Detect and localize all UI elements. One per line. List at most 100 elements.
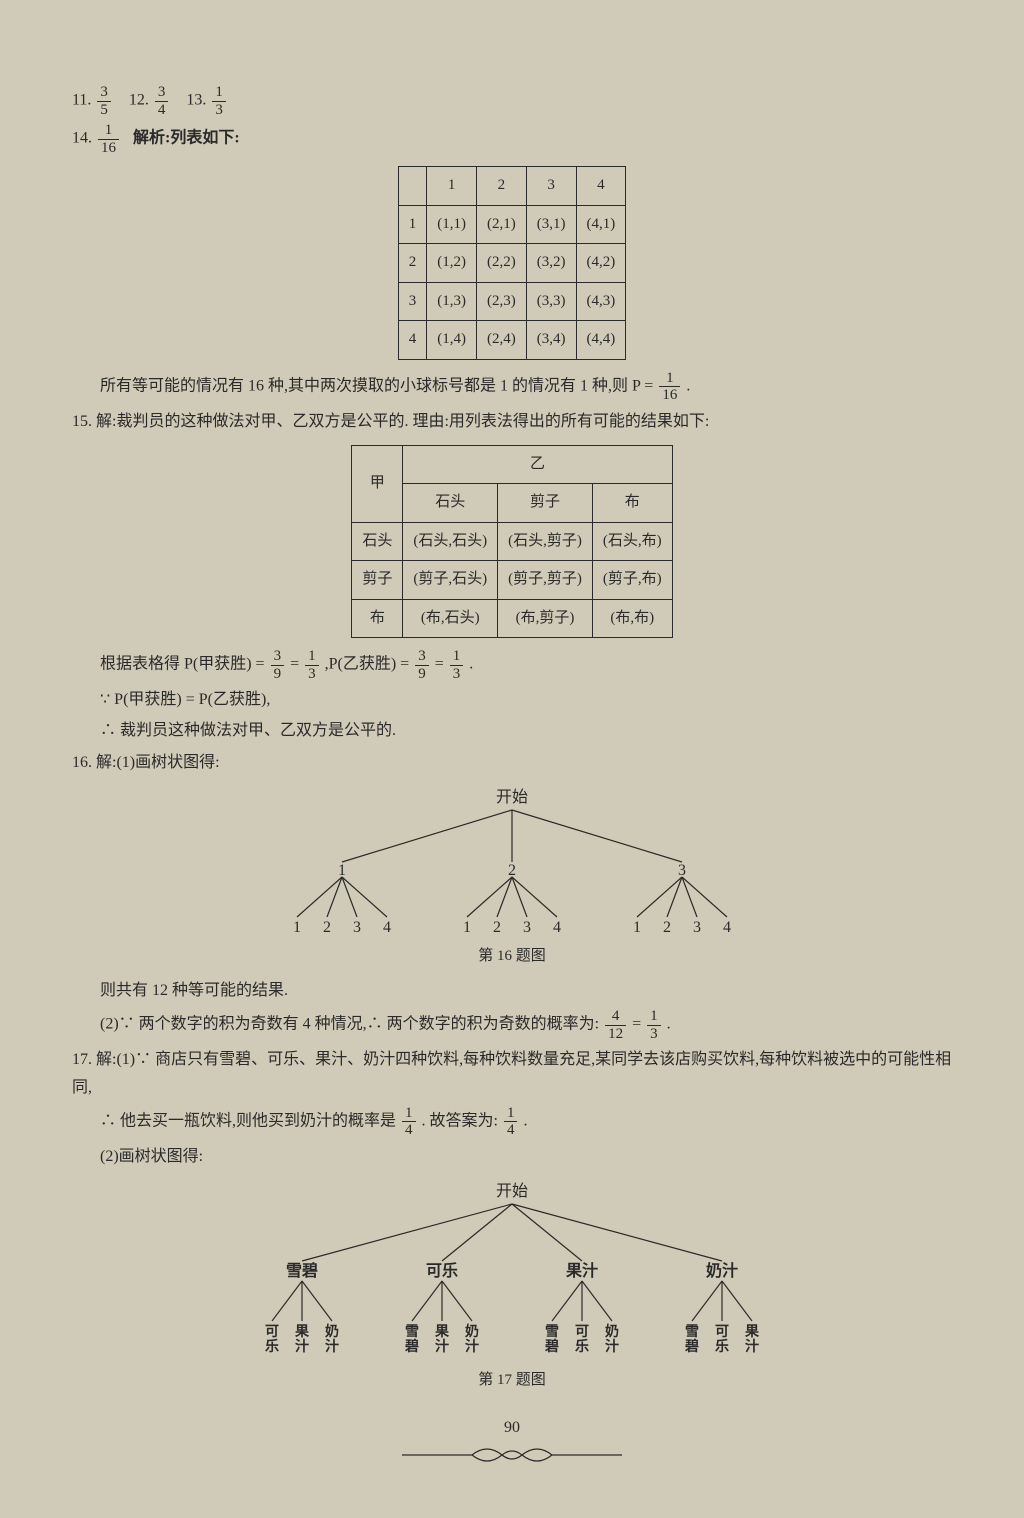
page-number: 90 bbox=[72, 1414, 952, 1441]
table-cell: (剪子,石头) bbox=[403, 561, 498, 600]
frac: 14 bbox=[504, 1105, 518, 1139]
q14-h0 bbox=[398, 167, 427, 206]
table-cell: (1,2) bbox=[427, 244, 477, 283]
q16-num: 16. bbox=[72, 754, 92, 771]
table-cell: 剪子 bbox=[352, 561, 403, 600]
tree-mid: 1 bbox=[338, 862, 346, 879]
tree-leaf: 2 bbox=[493, 919, 501, 936]
eq: = bbox=[632, 1016, 645, 1033]
q16-line1: 则共有 12 种等可能的结果. bbox=[100, 977, 952, 1004]
page-ornament bbox=[72, 1441, 952, 1478]
table-cell: (3,4) bbox=[526, 321, 576, 360]
table-cell: (3,1) bbox=[526, 205, 576, 244]
frac: 13 bbox=[647, 1008, 661, 1042]
tree-mid: 奶汁 bbox=[706, 1261, 738, 1280]
dot: . bbox=[667, 1016, 671, 1033]
q17-lead2: ∴ 他去买一瓶饮料,则他买到奶汁的概率是 14 . 故答案为: 14 . bbox=[100, 1105, 952, 1139]
table-cell: (4,3) bbox=[576, 282, 626, 321]
q11-13-line: 11. 35 12. 34 13. 13 bbox=[72, 84, 952, 118]
tree-leaf: 1 bbox=[293, 919, 301, 936]
tree-mid: 果汁 bbox=[565, 1261, 598, 1280]
q16-lead-text: 解:(1)画树状图得: bbox=[96, 754, 220, 771]
tree-leaf: 汁 bbox=[605, 1338, 619, 1355]
table-cell: (1,4) bbox=[427, 321, 477, 360]
q16-line2: (2)∵ 两个数字的积为奇数有 4 种情况,∴ 两个数字的积为奇数的概率为: 4… bbox=[100, 1008, 952, 1042]
table-cell: (石头,石头) bbox=[403, 522, 498, 561]
tree-leaf: 4 bbox=[383, 919, 391, 936]
page: 11. 35 12. 34 13. 13 14. 116 解析:列表如下: 1 … bbox=[32, 0, 992, 1518]
tree-leaf: 2 bbox=[663, 919, 671, 936]
frac: 14 bbox=[402, 1105, 416, 1139]
table-cell: (布,石头) bbox=[403, 599, 498, 638]
q12-frac: 34 bbox=[155, 84, 169, 118]
table-cell: (石头,剪子) bbox=[498, 522, 593, 561]
tree-leaf: 雪 bbox=[685, 1323, 699, 1340]
q14-note: 所有等可能的情况有 16 种,其中两次摸取的小球标号都是 1 的情况有 1 种,… bbox=[100, 370, 952, 404]
tree-leaf: 奶 bbox=[465, 1323, 479, 1340]
table-cell: (布,剪子) bbox=[498, 599, 593, 638]
tree-leaf: 3 bbox=[353, 919, 361, 936]
tree-leaf: 果 bbox=[434, 1324, 450, 1340]
q15-line2-text: 根据表格得 P(甲获胜) = bbox=[100, 656, 269, 673]
tree-leaf: 碧 bbox=[404, 1338, 419, 1355]
table-cell: (1,1) bbox=[427, 205, 477, 244]
q14-table: 1 2 3 4 1(1,1)(2,1)(3,1)(4,1) 2(1,2)(2,2… bbox=[398, 166, 627, 360]
frac: 39 bbox=[415, 648, 429, 682]
frac: 13 bbox=[305, 648, 319, 682]
q15-table: 甲 乙 石头 剪子 布 石头(石头,石头)(石头,剪子)(石头,布) 剪子(剪子… bbox=[351, 445, 672, 639]
tree-leaf: 乐 bbox=[575, 1338, 589, 1355]
q15-lead-text: 解:裁判员的这种做法对甲、乙双方是公平的. 理由:用列表法得出的所有可能的结果如… bbox=[96, 413, 709, 430]
dot: . bbox=[469, 656, 473, 673]
q15-top: 乙 bbox=[403, 445, 672, 484]
table-cell: 3 bbox=[398, 282, 427, 321]
q14-num: 14. bbox=[72, 130, 92, 147]
tree-leaf: 汁 bbox=[325, 1338, 339, 1355]
table-cell: (1,3) bbox=[427, 282, 477, 321]
table-cell: 1 bbox=[398, 205, 427, 244]
table-cell: (3,3) bbox=[526, 282, 576, 321]
tree-leaf: 可 bbox=[265, 1324, 279, 1340]
q14-frac: 116 bbox=[98, 122, 119, 156]
q15-corner: 甲 bbox=[352, 445, 403, 522]
tree-leaf: 可 bbox=[715, 1324, 729, 1340]
table-cell: (布,布) bbox=[592, 599, 672, 638]
table-cell: (4,1) bbox=[576, 205, 626, 244]
frac: 39 bbox=[271, 648, 285, 682]
tree-leaf: 奶 bbox=[325, 1323, 339, 1340]
table-cell: (剪子,剪子) bbox=[498, 561, 593, 600]
tree-leaf: 果 bbox=[294, 1324, 310, 1340]
q17-lead1-text: 解:(1)∵ 商店只有雪碧、可乐、果汁、奶汁四种饮料,每种饮料数量充足,某同学去… bbox=[72, 1051, 951, 1095]
q14-h2: 2 bbox=[477, 167, 527, 206]
table-cell: 2 bbox=[398, 244, 427, 283]
q17-lead2-text: ∴ 他去买一瓶饮料,则他买到奶汁的概率是 bbox=[100, 1112, 396, 1129]
q17-num: 17. bbox=[72, 1051, 92, 1068]
q14-line: 14. 116 解析:列表如下: bbox=[72, 122, 952, 156]
q13-num: 13. bbox=[186, 92, 206, 109]
tree-leaf: 奶 bbox=[605, 1323, 619, 1340]
tree-leaf: 碧 bbox=[684, 1338, 699, 1355]
q16-caption: 第 16 题图 bbox=[72, 944, 952, 970]
tree-leaf: 汁 bbox=[295, 1338, 309, 1355]
table-cell: 布 bbox=[352, 599, 403, 638]
q15-col: 布 bbox=[592, 484, 672, 523]
tree-leaf: 2 bbox=[323, 919, 331, 936]
q17-lead1: 17. 解:(1)∵ 商店只有雪碧、可乐、果汁、奶汁四种饮料,每种饮料数量充足,… bbox=[72, 1046, 952, 1100]
q16-lead: 16. 解:(1)画树状图得: bbox=[72, 749, 952, 776]
table-cell: (4,4) bbox=[576, 321, 626, 360]
tree-leaf: 乐 bbox=[265, 1338, 279, 1355]
q15-line3: ∵ P(甲获胜) = P(乙获胜), bbox=[100, 686, 952, 713]
table-cell: (2,3) bbox=[477, 282, 527, 321]
q11-num: 11. bbox=[72, 92, 91, 109]
tree-leaf: 雪 bbox=[405, 1323, 419, 1340]
q14-h1: 1 bbox=[427, 167, 477, 206]
tree-leaf: 汁 bbox=[435, 1338, 449, 1355]
q17-lead3: (2)画树状图得: bbox=[100, 1143, 952, 1170]
tree-leaf: 汁 bbox=[465, 1338, 479, 1355]
tree-leaf: 可 bbox=[575, 1324, 589, 1340]
q15-col: 石头 bbox=[403, 484, 498, 523]
tree-leaf: 1 bbox=[633, 919, 641, 936]
q14-note-text: 所有等可能的情况有 16 种,其中两次摸取的小球标号都是 1 的情况有 1 种,… bbox=[100, 377, 657, 394]
tree-mid: 可乐 bbox=[426, 1262, 458, 1280]
table-cell: (2,4) bbox=[477, 321, 527, 360]
q13-frac: 13 bbox=[212, 84, 226, 118]
